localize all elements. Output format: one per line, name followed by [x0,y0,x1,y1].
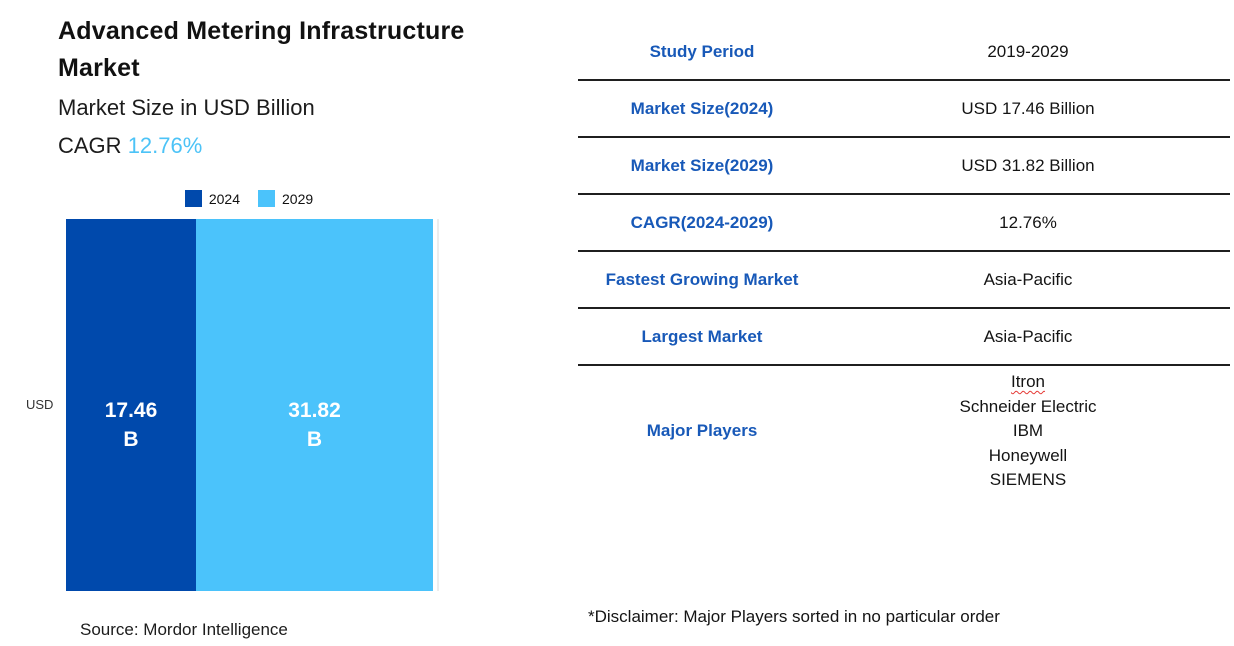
table-row: Market Size(2024) USD 17.46 Billion [578,81,1230,138]
row-value: USD 17.46 Billion [961,98,1095,118]
bar-value-label: 31.82 B [288,396,341,454]
row-value: USD 31.82 Billion [961,155,1095,175]
chart-legend: 2024 2029 [65,190,433,207]
disclaimer: *Disclaimer: Major Players sorted in no … [588,607,1000,626]
player-name: Itron [828,370,1228,395]
row-label: Fastest Growing Market [605,269,799,289]
row-label: CAGR(2024-2029) [630,212,774,232]
table-row: Market Size(2029) USD 31.82 Billion [578,138,1230,195]
legend-item-2024: 2024 [184,190,240,207]
legend-swatch-2029 [258,190,275,207]
bar-value: 31.82 [288,399,341,422]
row-value: Asia-Pacific [983,326,1073,346]
cagr-value: 12.76% [127,133,203,158]
player-name: IBM [1012,421,1044,440]
facts-table: Study Period 2019-2029 Market Size(2024) US… [578,24,1230,497]
table-row: Fastest Growing Market Asia-Pacific [578,252,1230,309]
player-name: SIEMENS [989,470,1067,489]
legend-label: 2029 [282,190,314,207]
table-row: Study Period 2019-2029 [578,24,1230,81]
bar-unit: B [306,428,323,451]
source-note: Source: Mordor Intelligence [80,620,288,639]
row-value: Itron Schneider Electric IBM Honeywell SIEME… [826,366,1230,497]
cagr-label: CAGR [58,133,128,158]
bar-value: 17.46 [104,399,158,422]
stacked-bar: 17.46 B 31.82 B [66,219,433,591]
table-row: Major Players Itron Schneider Electric IBM H… [578,366,1230,497]
cagr-line: CAGR 12.76% [58,132,202,160]
row-label: Market Size(2024) [630,98,774,118]
table-row: Largest Market Asia-Pacific [578,309,1230,366]
table-row: CAGR(2024-2029) 12.76% [578,195,1230,252]
row-label: Largest Market [641,326,763,346]
player-name: Honeywell [988,445,1068,465]
legend-item-2029: 2029 [258,190,313,207]
player-name: Schneider Electric [959,396,1097,416]
row-label: Market Size(2029) [630,155,774,175]
chart-subtitle: Market Size in USD Billion [58,95,315,120]
row-value: Asia-Pacific [983,269,1073,289]
bar-value-label: 17.46 B [105,396,158,454]
row-value: 2019-2029 [987,41,1069,61]
plot-gridline [437,219,439,591]
legend-label: 2024 [208,190,240,207]
y-axis-label: USD [26,397,54,412]
row-label: Study Period [649,41,755,61]
row-value: 12.76% [999,212,1057,232]
spellcheck-underline: Itron [1010,372,1046,391]
bar-segment-2024: 17.46 B [66,219,197,591]
bar-segment-2029: 31.82 B [196,219,433,591]
legend-swatch-2024 [184,190,202,207]
bar-unit: B [123,428,139,451]
page-title: Advanced Metering Infrastructure Market [58,17,465,82]
row-label: Major Players [646,421,758,441]
